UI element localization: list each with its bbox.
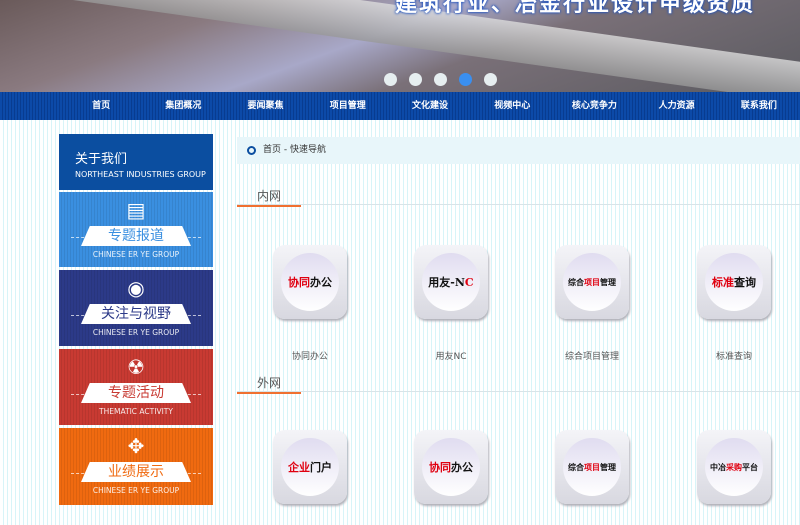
banner-slogan: 建筑行业、冶金行业设计甲级资质 bbox=[394, 0, 755, 17]
card-label: 专题活动 bbox=[81, 383, 191, 403]
quick-link-tile[interactable]: 综合 项目 管理 bbox=[555, 430, 629, 504]
quick-link-tile[interactable]: 标准 查询 bbox=[697, 245, 771, 319]
about-title: 关于我们 bbox=[75, 152, 128, 167]
section-title[interactable]: 外网 bbox=[237, 374, 301, 394]
nav-group-overview[interactable]: 集团概况 bbox=[165, 101, 202, 111]
tile-logo-text: 标准 查询 bbox=[705, 253, 763, 311]
card-label: 关注与视野 bbox=[81, 304, 191, 324]
tile-logo-text: 企业 门户 bbox=[281, 438, 339, 496]
nav-competitiveness[interactable]: 核心竞争力 bbox=[571, 101, 617, 111]
radiation-icon: ☢ bbox=[127, 355, 145, 379]
card-label: 专题报道 bbox=[81, 226, 191, 246]
quick-link-tile[interactable]: 综合 项目 管理 bbox=[555, 245, 629, 319]
section-extranet: 外网 bbox=[237, 372, 800, 394]
card-label: 业绩展示 bbox=[81, 462, 191, 482]
tile-label[interactable]: 用友NC bbox=[435, 352, 467, 362]
sidebar-card[interactable]: ▤ 专题报道 CHINESE ER YE GROUP bbox=[59, 192, 213, 267]
card-subtitle: CHINESE ER YE GROUP bbox=[92, 486, 180, 495]
tile-logo-text: 协同 办公 bbox=[422, 438, 480, 496]
circle-icon bbox=[247, 146, 256, 155]
tile-label[interactable]: 标准查询 bbox=[715, 352, 752, 362]
nav-video[interactable]: 视频中心 bbox=[494, 101, 531, 111]
eye-icon: ◉ bbox=[127, 276, 145, 300]
sidebar-card[interactable]: ✥ 业绩展示 CHINESE ER YE GROUP bbox=[59, 428, 213, 505]
slide-dot[interactable] bbox=[484, 73, 497, 86]
slide-dot-active[interactable] bbox=[459, 73, 472, 86]
nav-hr[interactable]: 人力资源 bbox=[658, 101, 695, 111]
newspaper-icon: ▤ bbox=[126, 198, 146, 222]
nav-news[interactable]: 要闻聚焦 bbox=[247, 101, 284, 111]
nav-projects[interactable]: 项目管理 bbox=[329, 101, 366, 111]
section-intranet: 内网 bbox=[237, 185, 800, 207]
nav-culture[interactable]: 文化建设 bbox=[411, 101, 448, 111]
slide-dot[interactable] bbox=[409, 73, 422, 86]
nav-contact[interactable]: 联系我们 bbox=[740, 101, 777, 111]
sidebar-about-us[interactable]: 关于我们 NORTHEAST INDUSTRIES GROUP bbox=[59, 134, 213, 190]
sidebar-card[interactable]: ◉ 关注与视野 CHINESE ER YE GROUP bbox=[59, 270, 213, 346]
card-subtitle: CHINESE ER YE GROUP bbox=[92, 250, 180, 259]
tile-label[interactable]: 协同办公 bbox=[291, 352, 328, 362]
main-nav: 首页 集团概况 要闻聚焦 项目管理 文化建设 视频中心 核心竞争力 人力资源 联… bbox=[0, 92, 800, 120]
quick-link-tile[interactable]: 企业 门户 bbox=[273, 430, 347, 504]
quick-link-tile[interactable]: 用友-N C bbox=[414, 245, 488, 319]
sidebar-card[interactable]: ☢ 专题活动 THEMATIC ACTIVITY bbox=[59, 349, 213, 425]
banner-slideshow: 建筑行业、冶金行业设计甲级资质 bbox=[0, 0, 800, 92]
tile-label[interactable]: 综合项目管理 bbox=[564, 352, 619, 362]
breadcrumb: 首页 - 快速导航 bbox=[237, 137, 800, 164]
card-subtitle: THEMATIC ACTIVITY bbox=[99, 407, 173, 416]
quick-link-tile[interactable]: 协同 办公 bbox=[414, 430, 488, 504]
tile-logo-text: 综合 项目 管理 bbox=[563, 438, 621, 496]
arrows-in-icon: ✥ bbox=[127, 434, 145, 458]
about-subtitle: NORTHEAST INDUSTRIES GROUP bbox=[75, 170, 206, 179]
tile-logo-text: 协同 办公 bbox=[281, 253, 339, 311]
tile-logo-text: 用友-N C bbox=[422, 253, 480, 311]
slide-indicators bbox=[384, 73, 497, 86]
section-title[interactable]: 内网 bbox=[237, 187, 301, 207]
card-subtitle: CHINESE ER YE GROUP bbox=[92, 328, 180, 337]
slide-dot[interactable] bbox=[434, 73, 447, 86]
nav-home[interactable]: 首页 bbox=[92, 101, 111, 111]
tile-logo-text: 综合 项目 管理 bbox=[563, 253, 621, 311]
tile-logo-text: 中冶 采购 平台 bbox=[705, 438, 763, 496]
quick-link-tile[interactable]: 协同 办公 bbox=[273, 245, 347, 319]
quick-link-tile[interactable]: 中冶 采购 平台 bbox=[697, 430, 771, 504]
breadcrumb-text: 首页 - 快速导航 bbox=[263, 145, 326, 155]
slide-dot[interactable] bbox=[384, 73, 397, 86]
